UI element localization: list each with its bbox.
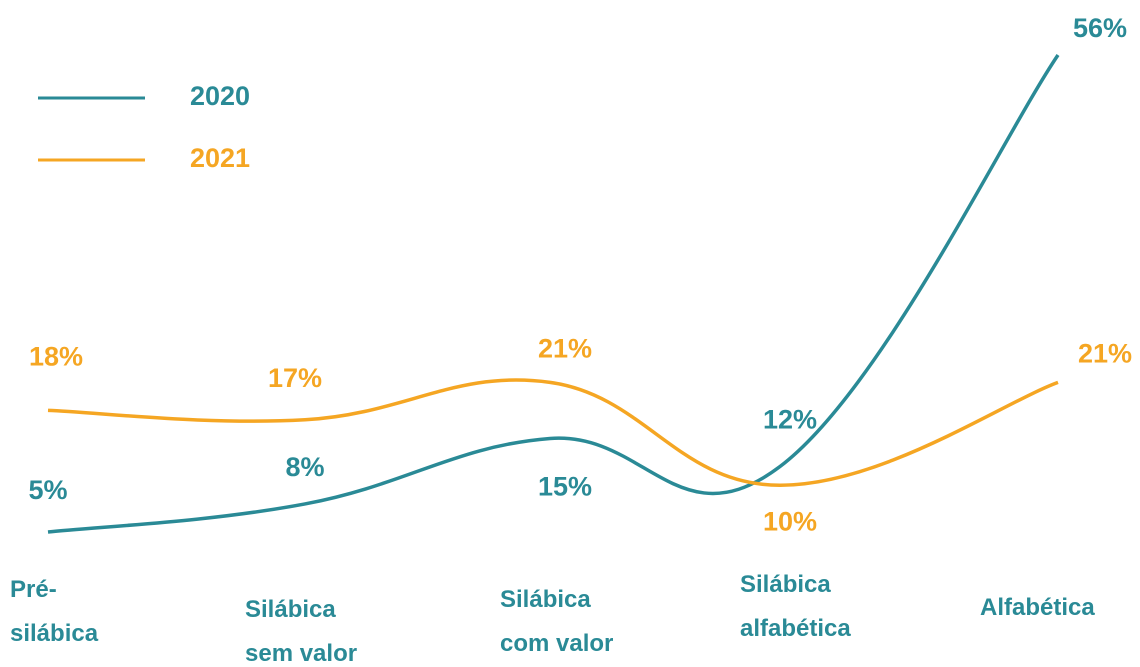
data-label: 21%: [538, 333, 592, 363]
series-line: [47, 54, 1060, 534]
data-label: 5%: [28, 475, 67, 505]
data-label: 18%: [29, 342, 83, 372]
data-label: 12%: [763, 405, 817, 435]
series-line: [47, 378, 1059, 487]
legend-label: 2021: [190, 143, 250, 173]
x-tick-label: Silábica sem valor: [245, 596, 358, 667]
legend-label: 2020: [190, 81, 250, 111]
x-tick-label: Silábica alfabética: [740, 571, 851, 642]
x-tick-label: Silábica com valor: [500, 586, 614, 657]
x-tick-label: Pré-silábica: [10, 576, 99, 647]
x-tick-label: Alfabética: [980, 594, 1095, 621]
data-label: 56%: [1073, 13, 1127, 43]
data-label: 15%: [538, 472, 592, 502]
data-label: 21%: [1078, 338, 1132, 368]
data-label: 17%: [268, 363, 322, 393]
data-label: 8%: [285, 452, 324, 482]
data-label: 10%: [763, 506, 817, 536]
